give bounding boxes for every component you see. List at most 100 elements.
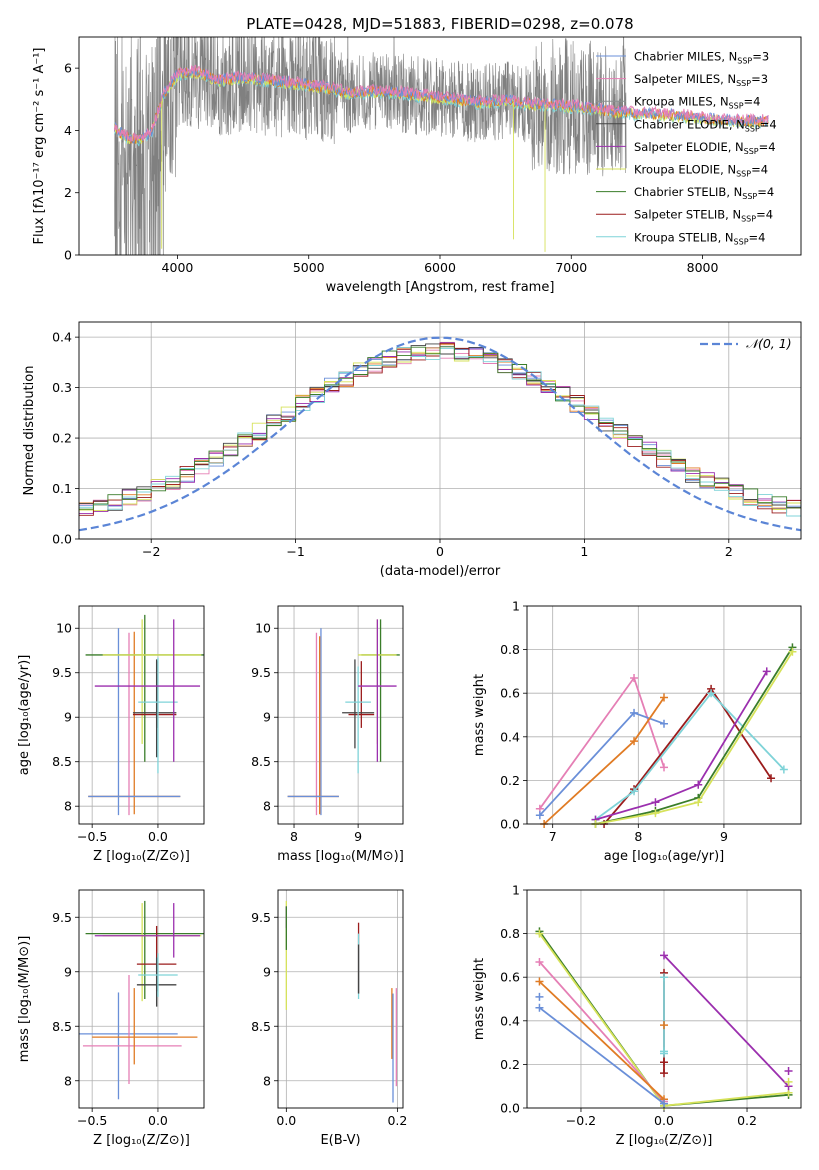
x-tick-label: 8000 xyxy=(687,260,719,275)
model-spectrum xyxy=(113,64,769,143)
marker-plus xyxy=(694,780,703,789)
weight-line xyxy=(539,711,665,816)
x-tick-label: −1 xyxy=(286,544,304,559)
y-tick-label: 0.8 xyxy=(500,926,520,941)
x-tick-label: 6000 xyxy=(424,260,456,275)
x-tick-label: 1 xyxy=(580,544,588,559)
axes-frame xyxy=(277,605,404,825)
residual-steps xyxy=(79,336,801,532)
y-tick-label: 10 xyxy=(56,621,72,636)
legend-label: Chabrier MILES, NSSP=3 xyxy=(634,50,769,66)
y-tick-label: 0.2 xyxy=(500,1057,520,1072)
y-tick-label: 9 xyxy=(263,964,271,979)
legend-suffix: =4 xyxy=(756,208,773,222)
y-tick-label: 4 xyxy=(64,123,72,138)
marker-plus xyxy=(660,719,668,728)
marker-plus xyxy=(694,798,703,807)
residuals-panel: −2 −1 0 1 2 0.0 0.1 0.2 0.3 0.4 (data-model)/error… xyxy=(22,321,802,579)
y-tick-label: 1 xyxy=(512,599,520,614)
weight-line xyxy=(539,675,665,810)
y-tick-label: 9.5 xyxy=(52,665,72,680)
legend-label: Kroupa ELODIE, NSSP=4 xyxy=(634,163,768,179)
x-tick-label: 5000 xyxy=(293,260,325,275)
x-tick-label: 8 xyxy=(290,829,298,844)
x-tick-label: 7000 xyxy=(555,260,587,275)
marker-plus xyxy=(784,1066,793,1075)
y-tick-label: 1 xyxy=(512,883,520,898)
x-tick-label: 0.2 xyxy=(387,1113,407,1128)
x-tick-label: 0.0 xyxy=(276,1113,296,1128)
legend-suffix: =4 xyxy=(757,185,774,199)
marker-plus xyxy=(535,1003,544,1012)
y-tick-label: 0.2 xyxy=(500,773,520,788)
marker-plus xyxy=(660,1099,668,1108)
weight-line xyxy=(538,961,665,1103)
y-axis-label: mass weight xyxy=(472,958,487,1040)
figure-title: PLATE=0428, MJD=51883, FIBERID=0298, z=0… xyxy=(246,15,633,33)
y-tick-label: 9.5 xyxy=(251,665,271,680)
axes-frame xyxy=(277,889,404,1109)
axes-frame xyxy=(78,605,205,825)
y-tick-label: 0.0 xyxy=(52,532,72,547)
legend-label: Salpeter ELODIE, NSSP=4 xyxy=(634,140,776,156)
legend-suffix: =4 xyxy=(751,163,768,177)
x-tick-label: −0.5 xyxy=(77,829,107,844)
y-tick-label: 0.4 xyxy=(500,1013,520,1028)
legend-subscript: SSP xyxy=(744,147,759,156)
marker-plus xyxy=(707,689,716,698)
legend-label: Salpeter MILES, NSSP=3 xyxy=(634,72,768,88)
weight-line xyxy=(594,691,785,821)
y-tick-label: 9.5 xyxy=(52,910,72,925)
x-tick-label: 0 xyxy=(436,544,444,559)
legend-suffix: =4 xyxy=(759,140,776,154)
y-tick-label: 8.5 xyxy=(52,754,72,769)
plots-layer: 4000 5000 6000 7000 8000 0 2 4 6 wavelength [Angs… xyxy=(17,36,802,1148)
x-axis-label: Z [log₁₀(Z/Z⊙)] xyxy=(616,1133,713,1148)
weight-line xyxy=(595,646,794,825)
x-axis-label: (data-model)/error xyxy=(380,564,501,579)
mass-vs-Z-points xyxy=(79,900,204,1100)
x-tick-label: 0.0 xyxy=(654,1113,674,1128)
axes-frame xyxy=(78,889,205,1109)
weight-vs-age-panel: 7 8 9 0.0 0.2 0.4 0.6 0.8 1 age [log₁₀(age/yr)] ma… xyxy=(472,599,802,864)
marker-plus xyxy=(660,951,668,960)
y-tick-label: 0.4 xyxy=(52,330,72,345)
x-axis-label: E(B-V) xyxy=(320,1133,360,1148)
x-axis-label: age [log₁₀(age/yr)] xyxy=(604,849,725,864)
legend-subscript: SSP xyxy=(737,57,752,66)
age-vs-Z-points xyxy=(85,614,204,816)
weight-line xyxy=(538,1006,665,1105)
weight-line xyxy=(603,687,772,825)
y-tick-label: 8.5 xyxy=(251,754,271,769)
legend-subscript: SSP xyxy=(742,192,757,201)
legend-subscript: SSP xyxy=(729,102,744,111)
marker-plus xyxy=(630,673,639,682)
weight-line xyxy=(663,954,790,1087)
x-tick-label: 0.0 xyxy=(148,829,168,844)
x-tick-label: 2 xyxy=(725,544,733,559)
x-tick-label: −2 xyxy=(142,544,160,559)
legend-suffix: =4 xyxy=(749,230,766,244)
x-tick-label: 9 xyxy=(354,829,362,844)
marker-plus xyxy=(660,1021,668,1030)
age-vs-Z-panel: −0.5 0.0 8 8.5 9 9.5 10 Z [log₁₀(Z/Z⊙)] age [log… xyxy=(17,605,205,864)
y-tick-label: 0.6 xyxy=(500,686,520,701)
legend-label: Chabrier STELIB, NSSP=4 xyxy=(634,185,774,201)
y-tick-label: 9 xyxy=(64,710,72,725)
spectrum-panel: 4000 5000 6000 7000 8000 0 2 4 6 wavelength [Angs… xyxy=(32,36,802,295)
x-axis-label: mass [log₁₀(M/M⊙)] xyxy=(277,849,404,864)
y-axis-label: Flux [fλ10⁻¹⁷ erg cm⁻² s⁻¹ A⁻¹] xyxy=(32,48,47,245)
marker-plus xyxy=(660,693,668,702)
y-tick-label: 8.5 xyxy=(52,1019,72,1034)
y-axis-label: age [log₁₀(age/yr)] xyxy=(17,655,32,776)
y-tick-label: 6 xyxy=(64,61,72,76)
marker-plus xyxy=(651,809,660,818)
legend-subscript: SSP xyxy=(745,124,760,133)
marker-plus xyxy=(630,737,639,746)
weight-line xyxy=(595,651,794,825)
marker-plus xyxy=(630,787,639,796)
legend-label: Chabrier ELODIE, NSSP=4 xyxy=(634,117,777,133)
marker-plus xyxy=(660,1047,668,1056)
marker-plus xyxy=(660,763,668,772)
legend-label: Kroupa STELIB, NSSP=4 xyxy=(634,230,765,246)
